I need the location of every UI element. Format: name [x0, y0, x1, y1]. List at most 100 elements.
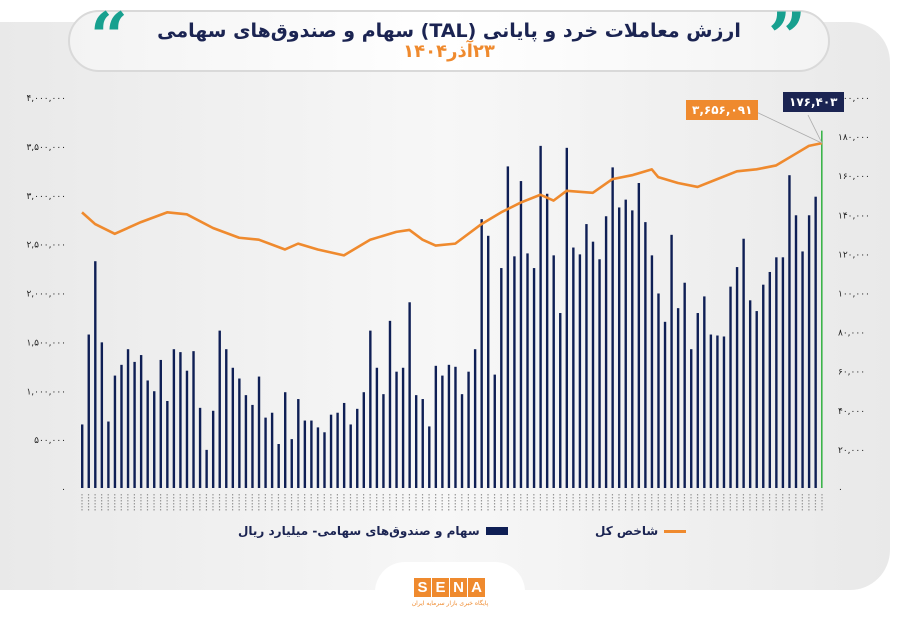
bar [342, 402, 346, 488]
bar [277, 444, 280, 488]
bar [401, 367, 405, 488]
left-axis-tick: ۱,۵۰۰,۰۰۰ [26, 338, 66, 348]
bar [572, 247, 575, 488]
right-axis-tick: ۲۰,۰۰۰ [838, 446, 865, 456]
bar [120, 364, 123, 488]
bar [526, 253, 529, 488]
bar [506, 166, 510, 488]
bar [781, 257, 785, 488]
bar [604, 216, 608, 488]
right-axis-tick: ۴۰,۰۰۰ [838, 407, 865, 417]
last-index-value-label: ۱۷۶,۴۰۳ [783, 92, 844, 112]
right-axis-tick: ۱۰۰,۰۰۰ [838, 290, 870, 300]
bar [532, 268, 536, 488]
bar [257, 376, 261, 488]
left-axis-tick: ۵۰۰,۰۰۰ [34, 436, 66, 446]
bar [139, 355, 143, 488]
bar [284, 392, 287, 488]
bar [716, 335, 719, 488]
right-axis-tick: ۱۴۰,۰۰۰ [838, 211, 870, 221]
logo-letter: N [450, 578, 467, 597]
bar [198, 407, 202, 488]
bar [676, 308, 680, 488]
logo-letter: A [468, 578, 485, 597]
bar [500, 268, 503, 488]
bar [650, 255, 654, 488]
bar [218, 330, 221, 488]
bar [153, 391, 156, 488]
bar [775, 257, 778, 488]
bar [185, 370, 189, 488]
bar [565, 147, 569, 488]
right-axis-tick: ۲۰۰,۰۰۰ [838, 94, 870, 104]
bar [473, 349, 477, 488]
bar [539, 145, 542, 488]
bar [375, 367, 379, 488]
left-axis-tick: ۰ [61, 485, 66, 495]
bar [460, 394, 464, 488]
bar [617, 207, 621, 488]
bar [788, 175, 791, 488]
bar [244, 395, 248, 488]
bar [100, 342, 104, 488]
leader-line [807, 114, 823, 144]
bar [126, 349, 130, 488]
bar [598, 259, 601, 488]
legend-swatch-line [664, 529, 687, 533]
left-axis-tick: ۳,۰۰۰,۰۰۰ [26, 192, 66, 202]
bar [205, 449, 208, 488]
quote-close-icon: ” [768, 0, 806, 76]
bar [310, 420, 313, 488]
chart-subtitle: ۲۳آذر۱۴۰۴ [403, 41, 495, 62]
right-axis-tick: ۰ [838, 485, 843, 495]
bar [408, 302, 411, 488]
bar [362, 392, 365, 488]
right-axis-tick: ۱۶۰,۰۰۰ [838, 172, 870, 182]
bar [729, 286, 732, 488]
right-axis-tick: ۱۲۰,۰۰۰ [838, 250, 870, 260]
bar [578, 254, 582, 488]
bar [172, 349, 176, 488]
bar [513, 256, 516, 488]
bar [225, 349, 228, 488]
left-axis-tick: ۲,۵۰۰,۰۰۰ [26, 241, 66, 251]
bar [336, 412, 339, 488]
bar [624, 199, 627, 488]
bar [735, 267, 739, 488]
bar [94, 261, 97, 488]
bar [454, 366, 457, 488]
title-banner: ارزش معاملات خرد و پایانی (TAL) سهام و ص… [68, 10, 830, 72]
bar [382, 394, 385, 488]
bar [159, 359, 162, 488]
bar [356, 408, 359, 488]
bar [349, 424, 352, 488]
bar [762, 284, 765, 488]
legend-swatch-bars [485, 527, 508, 535]
bar [211, 410, 215, 488]
sena-logo: S E N A [414, 578, 485, 597]
bar [107, 421, 110, 488]
bar [801, 251, 804, 488]
bar [238, 378, 241, 488]
left-axis-tick: ۳,۵۰۰,۰۰۰ [26, 143, 66, 153]
bar [663, 321, 667, 488]
bar [591, 241, 595, 488]
bar [297, 399, 300, 488]
bar [81, 424, 84, 488]
bar [670, 234, 673, 488]
bar [722, 336, 726, 488]
bar [683, 282, 686, 488]
bar [323, 432, 326, 488]
logo-letter: S [414, 578, 431, 597]
logo-tagline: پایگاه خبری بازار سرمایه ایران [411, 600, 489, 607]
chart-title: ارزش معاملات خرد و پایانی (TAL) سهام و ص… [157, 20, 741, 42]
index-line [81, 141, 823, 257]
last-bar [821, 130, 823, 488]
bar [146, 380, 149, 488]
bar [113, 375, 117, 488]
bar [585, 224, 588, 488]
bar [493, 374, 496, 488]
bar [690, 349, 693, 488]
bar [264, 417, 267, 488]
last-bar-value-label: ۳,۶۵۶,۰۹۱ [686, 100, 759, 120]
